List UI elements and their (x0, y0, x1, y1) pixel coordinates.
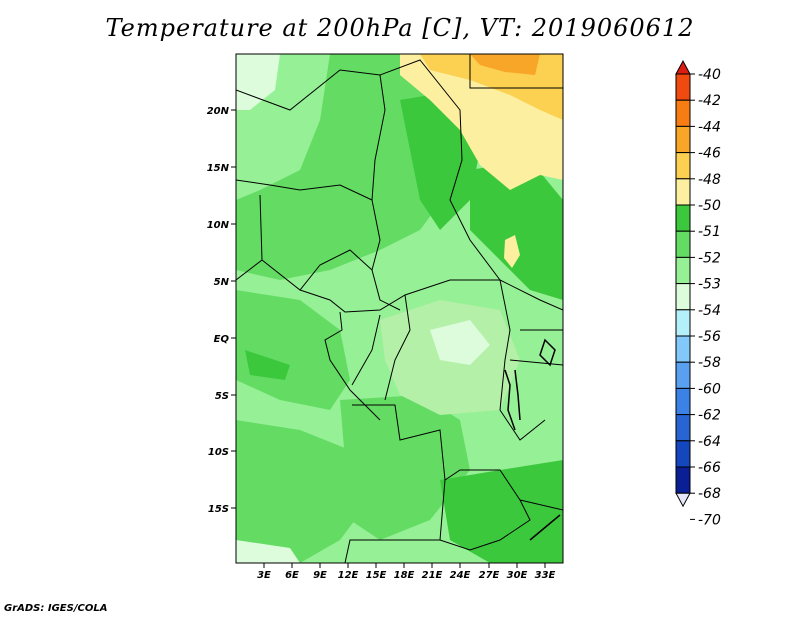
lon-label: 9E (313, 570, 327, 581)
latitude-axis: 20N 15N 10N 5N EQ 5S 10S 15S (207, 106, 236, 515)
grads-credit: GrADS: IGES/COLA (4, 603, 108, 614)
colorbar-swatch (675, 125, 691, 154)
pale-zone-sw (236, 540, 300, 563)
green-coastal-band (236, 290, 350, 410)
lon-label: 21E (422, 570, 443, 581)
colorbar-label: -44 (698, 119, 721, 135)
colorbar-swatch (675, 361, 691, 389)
lon-label: 33E (535, 570, 556, 581)
colorbar-swatch (675, 178, 691, 206)
colorbar-label: -40 (698, 67, 721, 83)
colorbar-swatch (675, 152, 691, 180)
lat-label: 10N (207, 220, 230, 231)
colorbar-label: -53 (698, 277, 721, 293)
colorbar-bottom-arrow (675, 492, 691, 508)
colorbar-swatch (675, 440, 691, 468)
colorbar-label: -42 (698, 93, 721, 109)
lat-label: 15S (208, 504, 229, 515)
lon-label: 15E (366, 570, 387, 581)
colorbar-swatch (675, 283, 691, 311)
colorbar-label: -68 (698, 486, 721, 502)
colorbar-label: -60 (698, 381, 721, 397)
colorbar-swatch (675, 309, 691, 337)
longitude-axis: 3E 6E 9E 12E 15E 18E 21E 24E 27E 30E 33E (257, 563, 556, 581)
dark-green-coast (245, 350, 290, 380)
lat-label: EQ (214, 334, 230, 345)
lon-label: 24E (450, 570, 471, 581)
colorbar-swatch (675, 335, 691, 363)
lakes (504, 338, 561, 541)
colorbar-swatch (675, 256, 691, 285)
colorbar-label: -48 (698, 172, 721, 188)
colorbar-swatch (675, 414, 691, 442)
map-frame (235, 53, 564, 564)
lon-label: 3E (257, 570, 271, 581)
lat-label: 15N (207, 163, 230, 174)
colorbar-swatch (675, 204, 691, 232)
colorbar-label: -50 (698, 198, 721, 214)
colorbar-swatch (675, 99, 691, 127)
colorbar-label: -58 (698, 355, 721, 371)
colorbar-label: -66 (698, 460, 721, 476)
lat-label: 20N (207, 106, 230, 117)
green-south-central (340, 395, 470, 540)
dark-green-east (470, 160, 563, 300)
colorbar-swatch (675, 230, 691, 258)
colorbar-swatch (675, 387, 691, 416)
green-southwest (236, 420, 370, 563)
colorbar-label: -62 (698, 408, 721, 424)
colorbar-top-arrow (675, 59, 691, 75)
colorbar-swatch (675, 73, 691, 101)
colorbar-label: -64 (698, 434, 721, 450)
lon-label: 27E (479, 570, 500, 581)
pale-zone-lake (430, 320, 490, 365)
lat-label: 10S (208, 447, 229, 458)
lat-label: 5N (214, 277, 230, 288)
lon-label: 18E (394, 570, 415, 581)
colorbar-label: -56 (698, 329, 721, 345)
temperature-field (236, 54, 563, 563)
orange-zone-ne (470, 54, 540, 75)
lon-label: 6E (285, 570, 299, 581)
country-borders (236, 54, 563, 563)
pale-zone-nw (236, 54, 280, 110)
colorbar-label: -70 (698, 512, 721, 528)
lat-label: 5S (215, 391, 229, 402)
colorbar-label: -51 (698, 224, 721, 240)
colorbar-label: -52 (698, 250, 721, 266)
colorbar: -40 -42 -44 -46 -48 -50 -51 -52 -53 -54 -56 -58 -60 -… (675, 59, 721, 528)
lon-label: 12E (338, 570, 359, 581)
colorbar-swatch (675, 466, 691, 494)
lon-label: 30E (507, 570, 528, 581)
colorbar-label: -46 (698, 146, 721, 162)
yellow-patch-east (504, 235, 520, 268)
colorbar-label: -54 (698, 303, 721, 319)
map-title: Temperature at 200hPa [C], VT: 201906061… (105, 14, 695, 42)
